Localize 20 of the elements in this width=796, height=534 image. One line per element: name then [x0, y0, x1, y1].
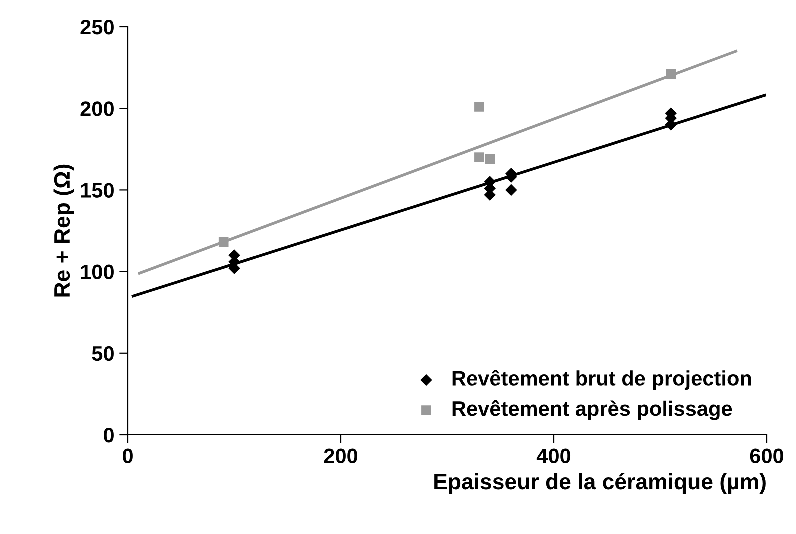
point — [474, 152, 484, 162]
legend-label: Revêtement après polissage — [452, 400, 732, 420]
y-tick-label: 100 — [81, 264, 114, 280]
legend-label: Revêtement brut de projection — [452, 370, 752, 390]
y-tick-label: 0 — [104, 428, 114, 443]
x-tick-label: 200 — [324, 448, 358, 464]
point — [474, 102, 484, 112]
point — [218, 238, 229, 248]
point — [666, 69, 676, 80]
y-axis-title: Re + Rep (Ω) — [54, 164, 74, 297]
x-tick-label: 600 — [750, 448, 784, 464]
x-tick-label: 0 — [123, 448, 133, 464]
x-tick-label: 400 — [536, 448, 571, 464]
y-tick-label: 200 — [80, 102, 114, 116]
point — [485, 154, 496, 164]
x-axis-title: Epaisseur de la céramique (µm) — [434, 473, 766, 494]
y-tick-label: 150 — [81, 183, 114, 198]
y-tick-label: 250 — [80, 20, 114, 35]
point — [506, 184, 518, 196]
y-tick-label: 50 — [92, 346, 114, 362]
